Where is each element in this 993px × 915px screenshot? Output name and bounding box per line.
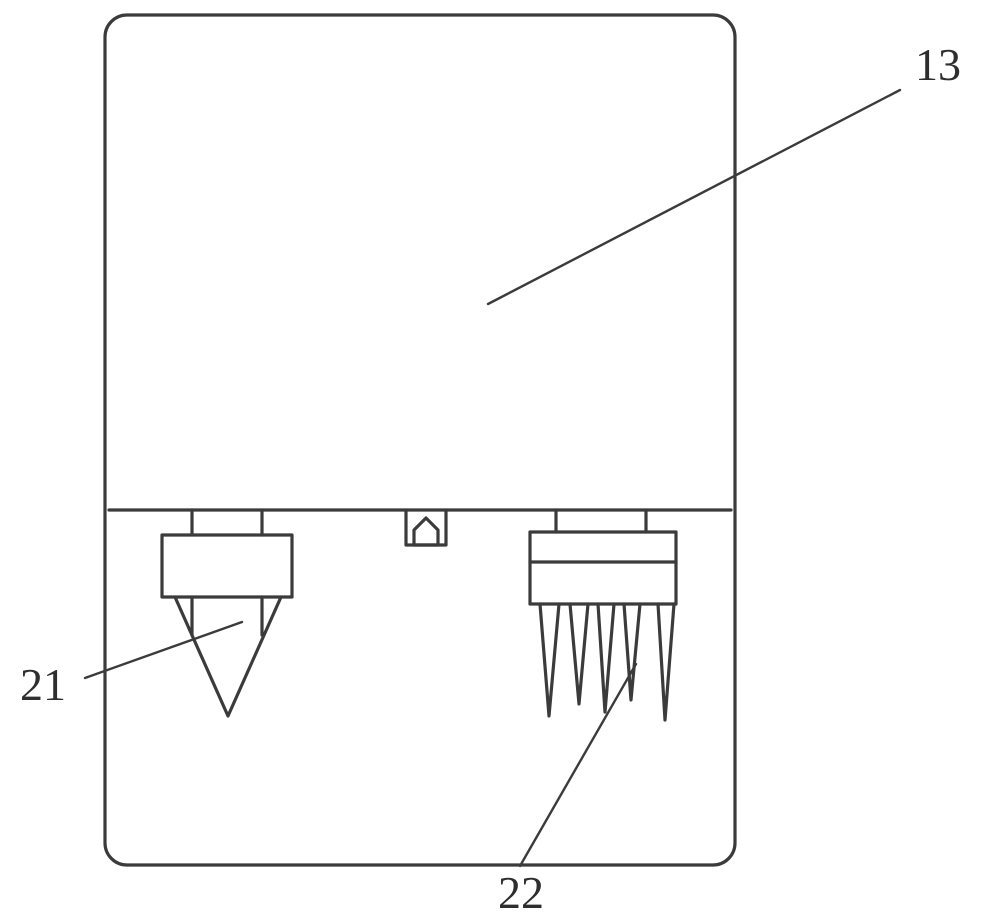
right-prong-1: [570, 604, 588, 704]
outer-frame: [105, 15, 735, 865]
label-l22: 22: [498, 867, 544, 915]
leader-l21: [85, 622, 242, 678]
left-body: [162, 535, 292, 597]
right-prong-2: [598, 604, 614, 712]
label-l13: 13: [915, 39, 961, 90]
label-l21: 21: [20, 659, 66, 710]
right-component: [530, 510, 676, 720]
right-body: [530, 532, 676, 604]
right-prong-4: [658, 604, 674, 720]
right-prong-0: [540, 604, 559, 716]
left-component: [162, 510, 292, 716]
right-prong-3: [624, 604, 640, 700]
center-tab-inner: [414, 518, 438, 545]
leader-l13: [488, 90, 900, 304]
center-tab-outer: [406, 510, 446, 545]
